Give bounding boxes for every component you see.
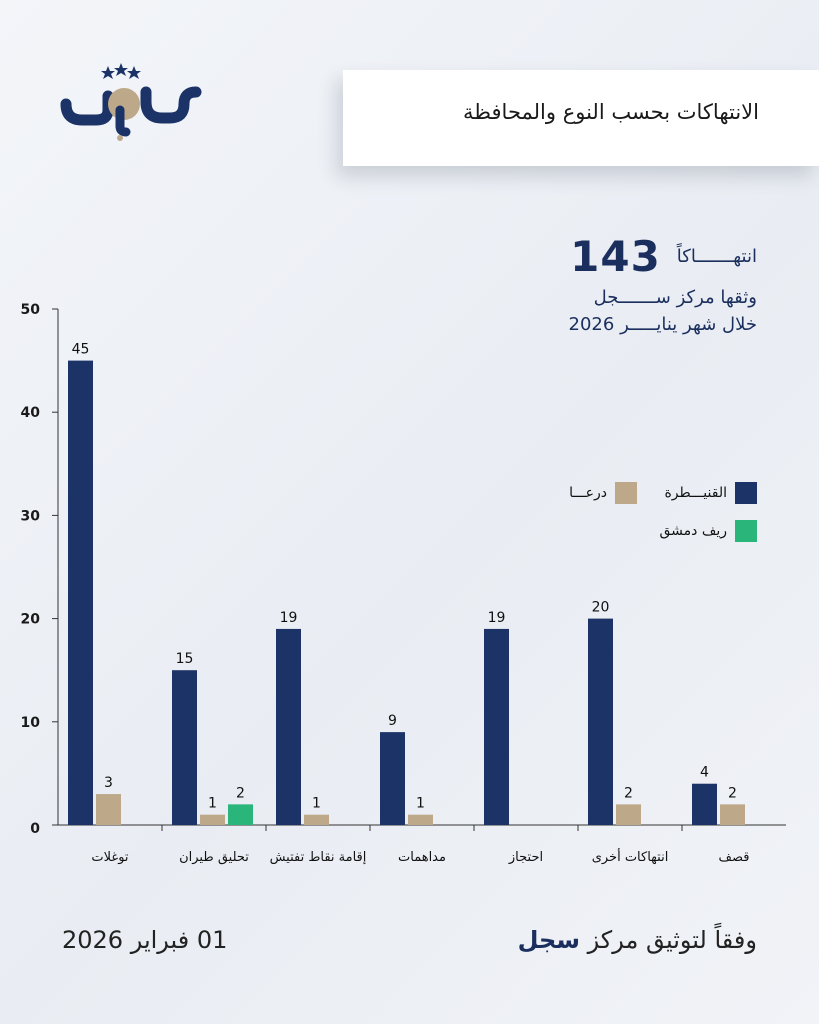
logo-star-3	[127, 66, 141, 79]
x-category-label: انتهاكات أخرى	[592, 848, 669, 865]
bar	[692, 783, 717, 825]
bar-value-label: 15	[176, 651, 194, 667]
bar-value-label: 4	[700, 765, 709, 781]
y-tick-label: 20	[21, 612, 41, 628]
bar	[96, 794, 121, 825]
footer-source-name: سجل	[517, 926, 580, 954]
bar-value-label: 45	[72, 342, 90, 358]
legend-item-rif-dimashq: ريف دمشق	[659, 520, 757, 542]
bar	[304, 814, 329, 825]
bar-value-label: 20	[592, 600, 610, 616]
chart-legend: القنيـــطرة درعـــا ريف دمشق	[537, 482, 757, 552]
bar	[720, 804, 745, 825]
chart-title: الانتهاكات بحسب النوع والمحافظة	[463, 100, 759, 124]
y-tick-label: 10	[21, 715, 41, 731]
bar	[616, 804, 641, 825]
logo-star-1	[101, 66, 115, 79]
legend-swatch	[735, 482, 757, 504]
bar	[380, 732, 405, 825]
footer-source: وفقاً لتوثيق مركز سجل	[518, 926, 757, 954]
x-category-label: قصف	[719, 850, 750, 865]
title-banner: الانتهاكات بحسب النوع والمحافظة	[343, 70, 819, 166]
bar-value-label: 3	[104, 775, 113, 791]
bar	[588, 618, 613, 825]
bar	[276, 628, 301, 825]
bar	[68, 360, 93, 825]
legend-swatch	[615, 482, 637, 504]
legend-swatch	[735, 520, 757, 542]
bar	[172, 670, 197, 825]
y-tick-label: 0	[30, 821, 40, 837]
summary-line-3: خلال شهر ينايـــــر 2026	[568, 314, 757, 335]
y-tick-label: 50	[21, 302, 41, 318]
bar-value-label: 2	[236, 785, 245, 801]
x-category-label: مداهمات	[398, 850, 446, 865]
legend-label: القنيـــطرة	[664, 485, 727, 501]
bar-value-label: 9	[388, 713, 397, 729]
footer-date: 01 فبراير 2026	[62, 926, 228, 954]
bar-value-label: 1	[416, 796, 425, 812]
bar	[408, 814, 433, 825]
summary-block: انتهـــــــاكاً 143 وثقها مركز ســـــــج…	[569, 232, 757, 335]
bar-value-label: 1	[312, 796, 321, 812]
brand-logo	[60, 63, 202, 141]
bar-value-label: 2	[624, 785, 633, 801]
bar	[200, 814, 225, 825]
x-category-label: توغلات	[91, 850, 129, 865]
summary-total: 143	[570, 232, 661, 281]
y-tick-label: 40	[21, 405, 41, 421]
bar-value-label: 19	[280, 610, 298, 626]
x-category-label: تحليق طيران	[179, 850, 249, 865]
y-tick-label: 30	[21, 508, 41, 524]
x-category-label: احتجاز	[508, 850, 543, 865]
bar	[228, 804, 253, 825]
logo-star-2	[114, 63, 128, 76]
summary-total-word: انتهـــــــاكاً	[676, 246, 757, 267]
bar-value-label: 19	[488, 610, 506, 626]
legend-label: ريف دمشق	[659, 523, 728, 539]
summary-line-2: وثقها مركز ســـــــجل	[593, 287, 757, 308]
x-category-label: إقامة نقاط تفتيش	[270, 850, 367, 865]
legend-item-quneitra: القنيـــطرة	[664, 482, 757, 504]
bar-value-label: 1	[208, 796, 217, 812]
legend-item-daraa: درعـــا	[569, 482, 637, 504]
bar	[484, 628, 509, 825]
bar-value-label: 2	[728, 785, 737, 801]
footer-source-prefix: وفقاً لتوثيق مركز	[587, 926, 757, 954]
legend-label: درعـــا	[569, 485, 607, 501]
